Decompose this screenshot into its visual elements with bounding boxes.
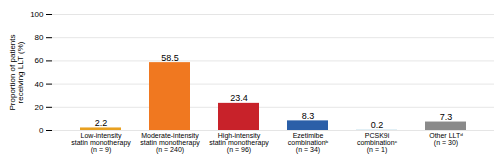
svg-text:Low-intensitystatin monotherap: Low-intensitystatin monotherapy(n = 9) — [71, 132, 131, 154]
svg-text:0: 0 — [39, 126, 44, 135]
svg-text:58.5: 58.5 — [161, 53, 179, 63]
svg-text:Proportion of patientsreceivin: Proportion of patientsreceiving LLT (%) — [8, 34, 25, 110]
svg-text:PCSK9icombinationᶜ(n = 1): PCSK9icombinationᶜ(n = 1) — [357, 132, 398, 154]
svg-text:7.3: 7.3 — [440, 112, 453, 122]
svg-text:Ezetimibecombinationᵇ(n = 34): Ezetimibecombinationᵇ(n = 34) — [288, 132, 329, 154]
svg-text:High-intensitystatin monothera: High-intensitystatin monotherapy(n = 96) — [209, 132, 269, 154]
svg-text:80: 80 — [35, 33, 44, 42]
svg-text:Moderate-intensitystatin monot: Moderate-intensitystatin monotherapy(n =… — [140, 132, 200, 154]
svg-text:40: 40 — [35, 80, 44, 89]
svg-text:2.2: 2.2 — [95, 118, 108, 128]
svg-text:23.4: 23.4 — [230, 93, 248, 103]
svg-text:8.3: 8.3 — [302, 111, 315, 121]
svg-text:20: 20 — [35, 103, 44, 112]
svg-text:Other LLTᵈ(n = 30): Other LLTᵈ(n = 30) — [429, 132, 463, 147]
svg-text:100: 100 — [30, 10, 44, 19]
svg-text:0.2: 0.2 — [371, 120, 384, 130]
svg-text:60: 60 — [35, 56, 44, 65]
